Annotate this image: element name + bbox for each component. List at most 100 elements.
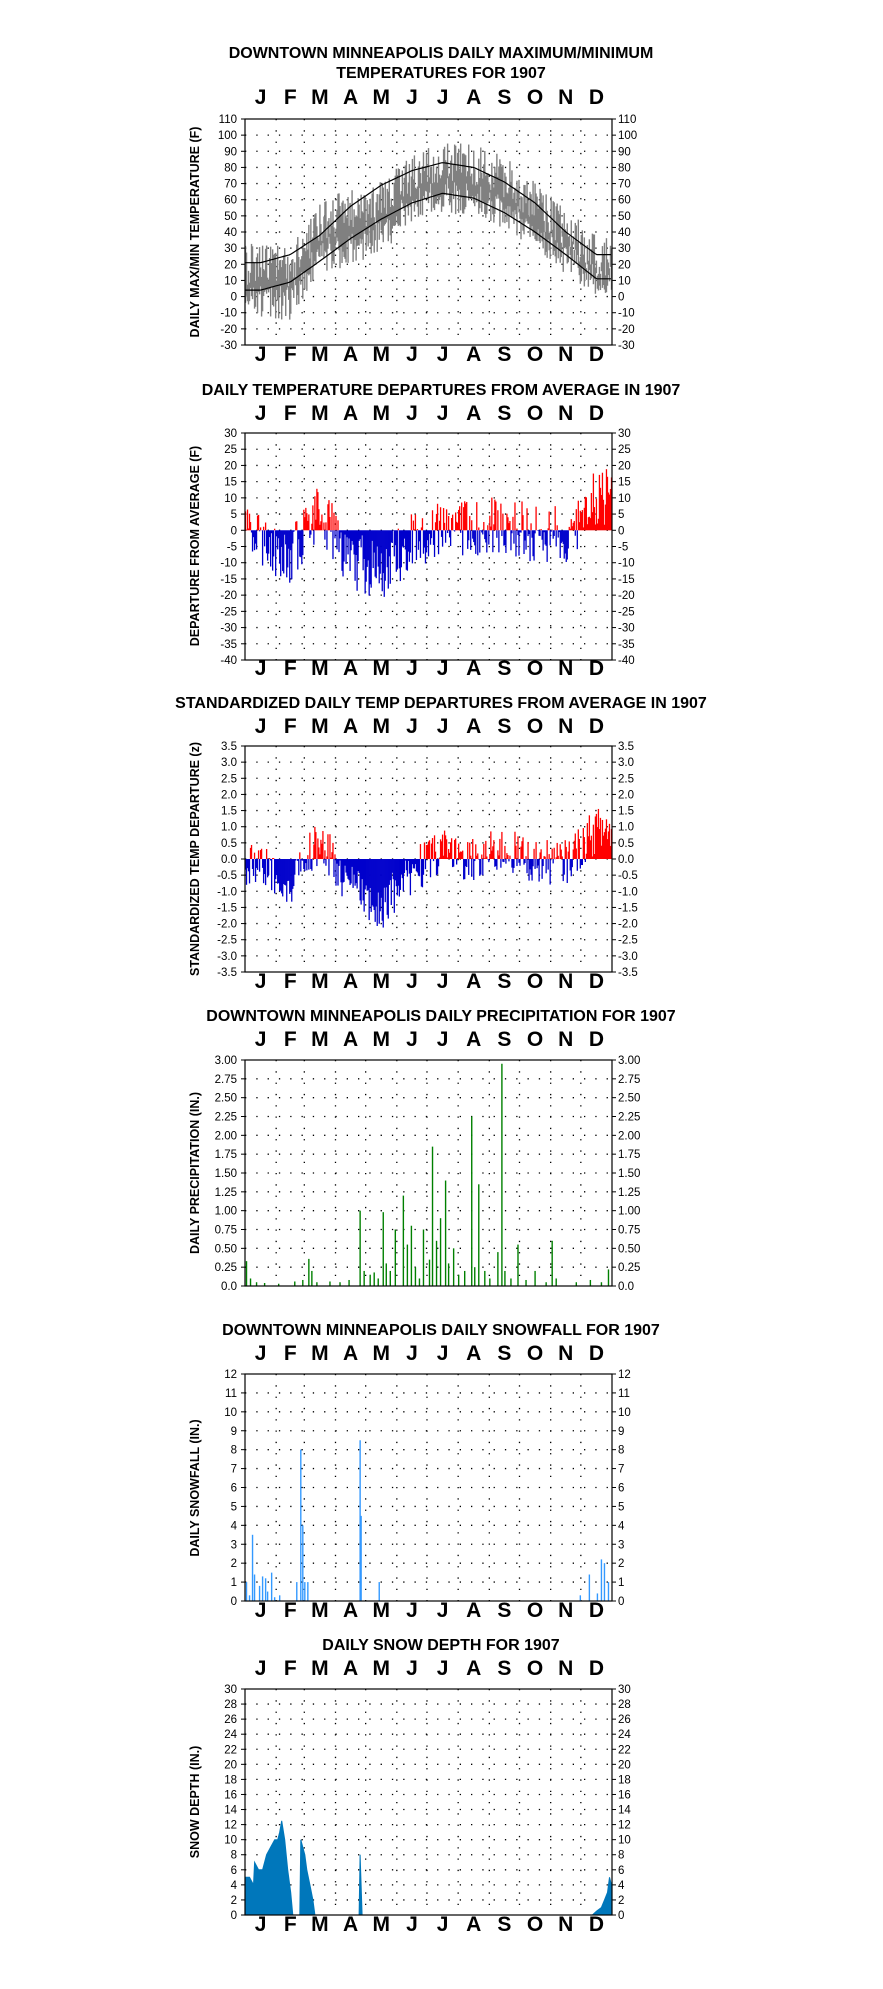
y-axis-ticks: -40 -40 -35 -35 -30 -30 -25 -25 -20 -20 -15 -15 -10 -… [220,428,634,667]
y-tick-label-right: 12 [618,1369,631,1381]
gridlines [245,1689,612,1915]
month-label: M [311,1913,329,1936]
y-tick-label-left: -1.5 [217,902,237,914]
y-tick-label-right: 16 [618,1789,631,1801]
month-label: O [527,970,543,993]
month-label: A [343,1657,358,1680]
data-marks [245,1063,610,1286]
month-label: J [406,1599,418,1622]
y-tick-label-left: 2.25 [215,1112,237,1124]
y-tick-label-left: -30 [220,340,237,352]
y-tick-label-left: 8 [231,1445,237,1457]
y-tick-label-left: 1.0 [221,822,237,834]
y-tick-label-right: -20 [618,324,635,336]
y-axis-ticks: -3.5 -3.5 -3.0 -3.0 -2.5 -2.5 -2.0 -2.0 -1.5 -1.5… [217,741,638,979]
month-label: M [372,970,390,993]
month-label: F [284,1913,297,1936]
month-label: J [406,1028,418,1051]
y-tick-label-left: 10 [224,275,237,287]
y-tick-label-left: 20 [224,1759,237,1771]
y-tick-label-left: 12 [224,1820,237,1832]
y-tick-label-right: 3.0 [618,757,634,769]
y-tick-label-right: 10 [618,275,631,287]
snow-depth-area [244,1820,613,1916]
y-tick-label-left: 2 [231,1558,237,1570]
y-tick-label-left: 0.75 [215,1225,237,1237]
month-label: M [372,1657,390,1680]
y-tick-label-left: 1.50 [215,1168,237,1180]
y-tick-label-left: 4 [231,1520,238,1532]
y-tick-label-right: 3.00 [618,1055,640,1067]
chart-snowdepth: DAILY SNOW DEPTH FOR 1907JJFFMMAAMMJJJJA… [188,1637,631,1936]
month-label: A [343,86,358,109]
month-label: M [311,343,329,366]
y-tick-label-left: 0.5 [221,838,237,850]
month-label: O [527,1342,543,1365]
chart-standardized: STANDARDIZED DAILY TEMP DEPARTURES FROM … [175,695,707,993]
y-tick-label-right: 30 [618,1684,631,1696]
y-tick-label-right: 1.5 [618,806,634,818]
y-tick-label-right: 3 [618,1539,624,1551]
month-label: D [589,343,604,366]
month-label: M [372,343,390,366]
y-tick-label-right: 6 [618,1865,624,1877]
month-label: J [437,1913,449,1936]
month-label: N [558,343,573,366]
month-label: A [466,657,481,680]
data-marks [245,1440,610,1601]
month-label: M [372,402,390,425]
y-tick-label-right: 0.0 [618,854,634,866]
y-tick-label-right: 2 [618,1558,624,1570]
chart-title: STANDARDIZED DAILY TEMP DEPARTURES FROM … [175,695,707,712]
month-label: J [406,1657,418,1680]
chart-title: DAILY TEMPERATURE DEPARTURES FROM AVERAG… [202,382,681,399]
month-label: M [311,715,329,738]
y-tick-label-right: 26 [618,1714,631,1726]
month-label: J [437,1342,449,1365]
month-label: D [589,1913,604,1936]
month-label: J [406,970,418,993]
y-tick-label-right: 50 [618,211,631,223]
normal-low-line [245,192,611,291]
y-tick-label-left: 0 [231,1596,237,1608]
y-tick-label-left: -10 [220,558,237,570]
y-tick-label-left: 12 [224,1369,237,1381]
month-label: M [311,1599,329,1622]
y-tick-label-left: -15 [220,574,237,586]
month-label: J [255,970,267,993]
month-label: A [343,402,358,425]
y-tick-label-right: 14 [618,1805,631,1817]
month-label: D [589,715,604,738]
chart-title: DOWNTOWN MINNEAPOLIS DAILY PRECIPITATION… [206,1008,675,1025]
chart-title: DAILY SNOW DEPTH FOR 1907 [322,1637,559,1654]
month-label: J [255,657,267,680]
y-tick-label-right: 28 [618,1699,631,1711]
y-tick-label-right: -30 [618,340,635,352]
y-tick-label-left: -1.0 [217,886,237,898]
month-label: J [255,86,267,109]
y-tick-label-left: 10 [224,493,237,505]
y-tick-label-left: -0.5 [217,870,237,882]
y-tick-label-right: 6 [618,1483,624,1495]
y-tick-label-left: 2.5 [221,773,237,785]
month-label: J [255,1342,267,1365]
y-tick-label-left: -5 [227,542,237,554]
y-tick-label-right: 20 [618,1759,631,1771]
y-tick-label-left: 110 [219,114,237,126]
data-marks [244,469,613,597]
month-label: F [284,402,297,425]
month-label: M [372,657,390,680]
y-tick-label-left: 14 [224,1805,237,1817]
y-tick-label-right: 0.25 [618,1262,640,1274]
y-tick-label-left: 9 [231,1426,237,1438]
month-label: A [466,86,481,109]
y-tick-label-left: 1.75 [215,1149,237,1161]
month-label: J [255,715,267,738]
month-label: F [284,343,297,366]
month-label: M [311,970,329,993]
y-tick-label-right: 60 [618,195,631,207]
plot-frame [244,1059,613,1287]
month-label: A [466,1657,481,1680]
month-label: J [255,402,267,425]
y-tick-label-right: 100 [618,130,637,142]
